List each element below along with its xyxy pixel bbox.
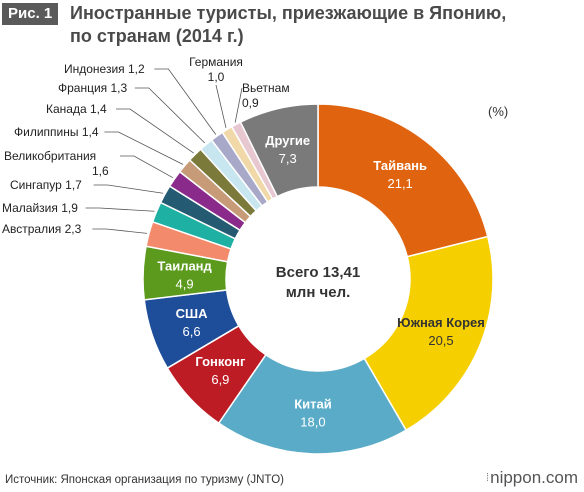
leader-line-9: [120, 155, 174, 179]
brand-name: nippon.com: [490, 468, 578, 487]
unit-label: (%): [488, 104, 509, 119]
slice-label-6: Австралия 2,3: [2, 222, 82, 236]
slice-label-12: Франция 1,3: [58, 81, 128, 95]
brand-dots-icon: ⁞: [486, 472, 489, 484]
slice-value-1: 20,5: [428, 333, 453, 348]
slice-label-15: Вьетнам 0,9: [242, 81, 290, 110]
slice-value-4: 6,6: [183, 324, 201, 339]
leader-line-15: [234, 87, 243, 123]
slice-label-11: Канада 1,4: [46, 102, 107, 116]
chart-title: Иностранные туристы, приезжающие в Япони…: [70, 2, 506, 48]
chart-title-line-1: Иностранные туристы, приезжающие в Япони…: [70, 3, 507, 23]
slice-label-5: Таиланд: [157, 258, 212, 273]
slice-value-16: 7,3: [279, 151, 297, 166]
leader-line-7: [85, 207, 155, 212]
leader-line-10: [104, 131, 184, 165]
slice-label-1: Южная Корея: [397, 315, 485, 330]
slice-label-13: Индонезия 1,2: [64, 62, 145, 76]
slice-label-9: Великобритания 1,6: [4, 149, 109, 178]
center-label-0: Всего 13,41: [276, 264, 360, 281]
slice-label-14: Германия 1,0: [189, 55, 243, 84]
slice-label-8: Сингапур 1,7: [10, 178, 82, 192]
leader-line-8: [93, 184, 164, 194]
leader-line-6: [92, 228, 148, 234]
slice-1: [363, 235, 494, 432]
slice-value-5: 4,9: [176, 276, 194, 291]
slice-0: [317, 103, 489, 258]
slice-label-2: Китай: [294, 396, 332, 411]
slice-value-0: 21,1: [387, 176, 412, 191]
slice-16: [239, 103, 319, 198]
chart-title-line-2: по странам (2014 г.): [70, 26, 244, 46]
center-label-1: млн чел.: [286, 284, 351, 301]
slice-label-4: США: [176, 306, 208, 321]
slice-label-16: Другие: [265, 133, 310, 148]
leader-line-14: [215, 84, 227, 128]
brand-logo: ⁞ nippon.com: [486, 468, 578, 488]
leader-line-13: [154, 68, 217, 135]
leader-line-12: [134, 87, 206, 144]
source-note: Источник: Японская организация по туризм…: [5, 474, 285, 486]
slice-label-7: Малайзия 1,9: [2, 201, 78, 215]
leader-line-11: [116, 108, 194, 154]
slice-label-10: Филиппины 1,4: [14, 125, 99, 139]
slice-label-3: Гонконг: [195, 354, 246, 369]
slice-label-0: Тайвань: [373, 158, 427, 173]
figure-badge: Рис. 1: [2, 3, 59, 25]
slice-value-3: 6,9: [211, 372, 229, 387]
slice-value-2: 18,0: [300, 414, 325, 429]
